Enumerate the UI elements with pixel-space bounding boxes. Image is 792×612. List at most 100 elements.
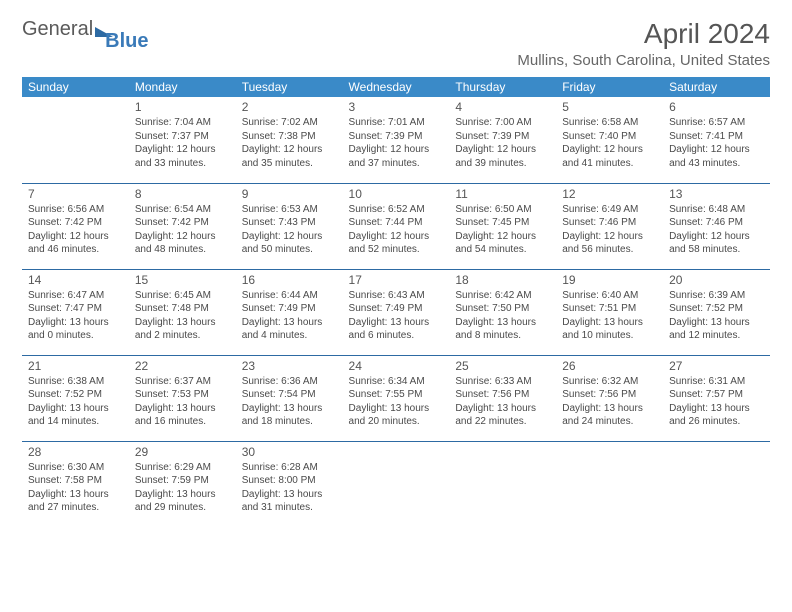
calendar-cell: 12Sunrise: 6:49 AMSunset: 7:46 PMDayligh… xyxy=(556,183,663,269)
day-number: 17 xyxy=(349,272,444,288)
day-header: Sunday xyxy=(22,77,129,97)
daylight-text: and 20 minutes. xyxy=(349,415,444,429)
daylight-text: and 31 minutes. xyxy=(242,501,337,515)
sunset-text: Sunset: 7:42 PM xyxy=(28,216,123,230)
daylight-text: Daylight: 13 hours xyxy=(455,402,550,416)
calendar-cell: 25Sunrise: 6:33 AMSunset: 7:56 PMDayligh… xyxy=(449,355,556,441)
calendar-cell: 21Sunrise: 6:38 AMSunset: 7:52 PMDayligh… xyxy=(22,355,129,441)
calendar-cell-empty xyxy=(343,441,450,527)
calendar-row: 28Sunrise: 6:30 AMSunset: 7:58 PMDayligh… xyxy=(22,441,770,527)
sunset-text: Sunset: 7:40 PM xyxy=(562,130,657,144)
logo: General Blue xyxy=(22,18,157,41)
daylight-text: and 41 minutes. xyxy=(562,157,657,171)
day-number: 18 xyxy=(455,272,550,288)
sunset-text: Sunset: 7:53 PM xyxy=(135,388,230,402)
sunset-text: Sunset: 7:50 PM xyxy=(455,302,550,316)
sunset-text: Sunset: 7:39 PM xyxy=(349,130,444,144)
day-number: 15 xyxy=(135,272,230,288)
day-number: 21 xyxy=(28,358,123,374)
sunrise-text: Sunrise: 6:49 AM xyxy=(562,203,657,217)
sunset-text: Sunset: 7:46 PM xyxy=(562,216,657,230)
daylight-text: and 54 minutes. xyxy=(455,243,550,257)
daylight-text: Daylight: 12 hours xyxy=(28,230,123,244)
calendar-cell-empty xyxy=(663,441,770,527)
sunrise-text: Sunrise: 6:30 AM xyxy=(28,461,123,475)
daylight-text: and 26 minutes. xyxy=(669,415,764,429)
daylight-text: and 12 minutes. xyxy=(669,329,764,343)
daylight-text: Daylight: 13 hours xyxy=(242,402,337,416)
calendar-cell: 2Sunrise: 7:02 AMSunset: 7:38 PMDaylight… xyxy=(236,97,343,183)
calendar-cell: 27Sunrise: 6:31 AMSunset: 7:57 PMDayligh… xyxy=(663,355,770,441)
day-number: 11 xyxy=(455,186,550,202)
calendar-cell-empty xyxy=(556,441,663,527)
day-number: 19 xyxy=(562,272,657,288)
daylight-text: and 4 minutes. xyxy=(242,329,337,343)
sunrise-text: Sunrise: 7:04 AM xyxy=(135,116,230,130)
sunset-text: Sunset: 7:41 PM xyxy=(669,130,764,144)
daylight-text: and 10 minutes. xyxy=(562,329,657,343)
daylight-text: and 18 minutes. xyxy=(242,415,337,429)
logo-blue: Blue xyxy=(105,30,148,53)
calendar-cell-empty xyxy=(449,441,556,527)
daylight-text: Daylight: 13 hours xyxy=(28,316,123,330)
sunrise-text: Sunrise: 6:38 AM xyxy=(28,375,123,389)
calendar-cell: 13Sunrise: 6:48 AMSunset: 7:46 PMDayligh… xyxy=(663,183,770,269)
daylight-text: Daylight: 12 hours xyxy=(562,230,657,244)
calendar-row: 7Sunrise: 6:56 AMSunset: 7:42 PMDaylight… xyxy=(22,183,770,269)
calendar-table: SundayMondayTuesdayWednesdayThursdayFrid… xyxy=(22,77,770,527)
daylight-text: and 46 minutes. xyxy=(28,243,123,257)
calendar-cell: 1Sunrise: 7:04 AMSunset: 7:37 PMDaylight… xyxy=(129,97,236,183)
daylight-text: Daylight: 12 hours xyxy=(562,143,657,157)
month-title: April 2024 xyxy=(517,18,770,50)
day-header: Thursday xyxy=(449,77,556,97)
sunset-text: Sunset: 7:38 PM xyxy=(242,130,337,144)
calendar-cell: 4Sunrise: 7:00 AMSunset: 7:39 PMDaylight… xyxy=(449,97,556,183)
sunset-text: Sunset: 7:48 PM xyxy=(135,302,230,316)
daylight-text: Daylight: 12 hours xyxy=(349,230,444,244)
daylight-text: and 16 minutes. xyxy=(135,415,230,429)
daylight-text: Daylight: 13 hours xyxy=(562,402,657,416)
sunrise-text: Sunrise: 6:57 AM xyxy=(669,116,764,130)
day-number: 8 xyxy=(135,186,230,202)
daylight-text: and 27 minutes. xyxy=(28,501,123,515)
calendar-cell: 17Sunrise: 6:43 AMSunset: 7:49 PMDayligh… xyxy=(343,269,450,355)
calendar-cell: 29Sunrise: 6:29 AMSunset: 7:59 PMDayligh… xyxy=(129,441,236,527)
sunrise-text: Sunrise: 6:53 AM xyxy=(242,203,337,217)
sunset-text: Sunset: 7:59 PM xyxy=(135,474,230,488)
daylight-text: and 2 minutes. xyxy=(135,329,230,343)
day-number: 1 xyxy=(135,99,230,115)
day-number: 24 xyxy=(349,358,444,374)
sunrise-text: Sunrise: 6:31 AM xyxy=(669,375,764,389)
sunrise-text: Sunrise: 6:58 AM xyxy=(562,116,657,130)
sunrise-text: Sunrise: 6:52 AM xyxy=(349,203,444,217)
sunset-text: Sunset: 7:47 PM xyxy=(28,302,123,316)
calendar-cell: 6Sunrise: 6:57 AMSunset: 7:41 PMDaylight… xyxy=(663,97,770,183)
sunrise-text: Sunrise: 6:33 AM xyxy=(455,375,550,389)
daylight-text: Daylight: 13 hours xyxy=(349,402,444,416)
sunset-text: Sunset: 7:44 PM xyxy=(349,216,444,230)
sunset-text: Sunset: 7:52 PM xyxy=(669,302,764,316)
daylight-text: Daylight: 12 hours xyxy=(242,230,337,244)
daylight-text: Daylight: 12 hours xyxy=(349,143,444,157)
sunset-text: Sunset: 7:52 PM xyxy=(28,388,123,402)
sunset-text: Sunset: 7:49 PM xyxy=(349,302,444,316)
day-number: 4 xyxy=(455,99,550,115)
sunrise-text: Sunrise: 6:32 AM xyxy=(562,375,657,389)
daylight-text: and 56 minutes. xyxy=(562,243,657,257)
sunrise-text: Sunrise: 7:02 AM xyxy=(242,116,337,130)
calendar-cell: 14Sunrise: 6:47 AMSunset: 7:47 PMDayligh… xyxy=(22,269,129,355)
sunrise-text: Sunrise: 6:29 AM xyxy=(135,461,230,475)
daylight-text: and 52 minutes. xyxy=(349,243,444,257)
daylight-text: and 48 minutes. xyxy=(135,243,230,257)
calendar-cell: 3Sunrise: 7:01 AMSunset: 7:39 PMDaylight… xyxy=(343,97,450,183)
sunset-text: Sunset: 7:56 PM xyxy=(455,388,550,402)
page: General Blue April 2024 Mullins, South C… xyxy=(0,0,792,545)
calendar-cell: 24Sunrise: 6:34 AMSunset: 7:55 PMDayligh… xyxy=(343,355,450,441)
calendar-head: SundayMondayTuesdayWednesdayThursdayFrid… xyxy=(22,77,770,97)
sunset-text: Sunset: 7:51 PM xyxy=(562,302,657,316)
day-number: 23 xyxy=(242,358,337,374)
calendar-cell: 9Sunrise: 6:53 AMSunset: 7:43 PMDaylight… xyxy=(236,183,343,269)
daylight-text: Daylight: 13 hours xyxy=(135,316,230,330)
day-number: 10 xyxy=(349,186,444,202)
daylight-text: and 37 minutes. xyxy=(349,157,444,171)
